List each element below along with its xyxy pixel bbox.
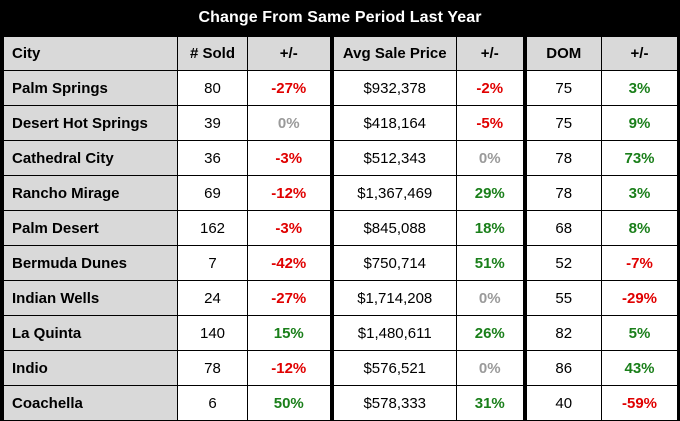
- table-body: Palm Springs 80 -27% $932,378 -2% 75 3% Desert …: [3, 70, 678, 421]
- dom-change-cell: 73%: [601, 140, 678, 176]
- city-cell: Coachella: [3, 385, 178, 421]
- sold-change-cell: -27%: [247, 70, 332, 106]
- sold-cell: 140: [177, 315, 248, 351]
- avg-price-cell: $750,714: [329, 245, 457, 281]
- table-row: Indian Wells 24 -27% $1,714,208 0% 55 -29%: [3, 280, 678, 316]
- dom-change-cell: -7%: [601, 245, 678, 281]
- price-change-cell: 0%: [456, 350, 525, 386]
- report-title: Change From Same Period Last Year: [198, 9, 482, 26]
- dom-cell: 68: [522, 210, 602, 246]
- price-change-cell: 0%: [456, 280, 525, 316]
- table-row: Palm Desert 162 -3% $845,088 18% 68 8%: [3, 210, 678, 246]
- price-change-cell: -2%: [456, 70, 525, 106]
- avg-price-cell: $578,333: [329, 385, 457, 421]
- city-cell: Indio: [3, 350, 178, 386]
- city-cell: Cathedral City: [3, 140, 178, 176]
- dom-cell: 40: [522, 385, 602, 421]
- city-cell: Indian Wells: [3, 280, 178, 316]
- header-dom-change: +/-: [601, 36, 678, 71]
- sold-change-cell: -3%: [247, 140, 332, 176]
- header-price-change: +/-: [456, 36, 525, 71]
- city-cell: Palm Desert: [3, 210, 178, 246]
- table-row: Bermuda Dunes 7 -42% $750,714 51% 52 -7%: [3, 245, 678, 281]
- avg-price-cell: $512,343: [329, 140, 457, 176]
- sold-cell: 24: [177, 280, 248, 316]
- dom-change-cell: -59%: [601, 385, 678, 421]
- sold-change-cell: 50%: [247, 385, 332, 421]
- table-row: Rancho Mirage 69 -12% $1,367,469 29% 78 3%: [3, 175, 678, 211]
- sales-change-table: City # Sold +/- Avg Sale Price +/- DOM +…: [3, 36, 678, 421]
- sold-cell: 78: [177, 350, 248, 386]
- price-change-cell: 29%: [456, 175, 525, 211]
- dom-cell: 78: [522, 175, 602, 211]
- sold-cell: 69: [177, 175, 248, 211]
- dom-cell: 75: [522, 105, 602, 141]
- price-change-cell: 0%: [456, 140, 525, 176]
- sold-cell: 36: [177, 140, 248, 176]
- table-row: La Quinta 140 15% $1,480,611 26% 82 5%: [3, 315, 678, 351]
- avg-price-cell: $1,480,611: [329, 315, 457, 351]
- price-change-cell: 26%: [456, 315, 525, 351]
- sold-change-cell: -42%: [247, 245, 332, 281]
- sold-change-cell: -12%: [247, 350, 332, 386]
- dom-cell: 86: [522, 350, 602, 386]
- sold-cell: 39: [177, 105, 248, 141]
- price-change-cell: 51%: [456, 245, 525, 281]
- sold-cell: 80: [177, 70, 248, 106]
- header-sold: # Sold: [177, 36, 248, 71]
- city-cell: Rancho Mirage: [3, 175, 178, 211]
- dom-change-cell: 8%: [601, 210, 678, 246]
- header-city: City: [3, 36, 178, 71]
- city-cell: La Quinta: [3, 315, 178, 351]
- sold-cell: 7: [177, 245, 248, 281]
- avg-price-cell: $932,378: [329, 70, 457, 106]
- avg-price-cell: $845,088: [329, 210, 457, 246]
- city-cell: Bermuda Dunes: [3, 245, 178, 281]
- dom-change-cell: -29%: [601, 280, 678, 316]
- avg-price-cell: $1,367,469: [329, 175, 457, 211]
- dom-cell: 82: [522, 315, 602, 351]
- header-sold-change: +/-: [247, 36, 332, 71]
- sold-cell: 162: [177, 210, 248, 246]
- header-avg-price: Avg Sale Price: [329, 36, 457, 71]
- avg-price-cell: $576,521: [329, 350, 457, 386]
- dom-cell: 75: [522, 70, 602, 106]
- table-row: Indio 78 -12% $576,521 0% 86 43%: [3, 350, 678, 386]
- table-row: Palm Springs 80 -27% $932,378 -2% 75 3%: [3, 70, 678, 106]
- dom-change-cell: 5%: [601, 315, 678, 351]
- header-row: City # Sold +/- Avg Sale Price +/- DOM +…: [3, 36, 678, 71]
- avg-price-cell: $418,164: [329, 105, 457, 141]
- price-change-cell: 31%: [456, 385, 525, 421]
- avg-price-cell: $1,714,208: [329, 280, 457, 316]
- sold-cell: 6: [177, 385, 248, 421]
- table-row: Desert Hot Springs 39 0% $418,164 -5% 75 9%: [3, 105, 678, 141]
- city-cell: Desert Hot Springs: [3, 105, 178, 141]
- table-row: Cathedral City 36 -3% $512,343 0% 78 73%: [3, 140, 678, 176]
- dom-cell: 55: [522, 280, 602, 316]
- price-change-cell: 18%: [456, 210, 525, 246]
- sold-change-cell: 15%: [247, 315, 332, 351]
- dom-cell: 52: [522, 245, 602, 281]
- city-cell: Palm Springs: [3, 70, 178, 106]
- dom-change-cell: 3%: [601, 175, 678, 211]
- header-dom: DOM: [522, 36, 602, 71]
- table-row: Coachella 6 50% $578,333 31% 40 -59%: [3, 385, 678, 421]
- price-change-cell: -5%: [456, 105, 525, 141]
- sold-change-cell: -12%: [247, 175, 332, 211]
- sold-change-cell: 0%: [247, 105, 332, 141]
- dom-change-cell: 3%: [601, 70, 678, 106]
- dom-cell: 78: [522, 140, 602, 176]
- dom-change-cell: 43%: [601, 350, 678, 386]
- sold-change-cell: -3%: [247, 210, 332, 246]
- dom-change-cell: 9%: [601, 105, 678, 141]
- sold-change-cell: -27%: [247, 280, 332, 316]
